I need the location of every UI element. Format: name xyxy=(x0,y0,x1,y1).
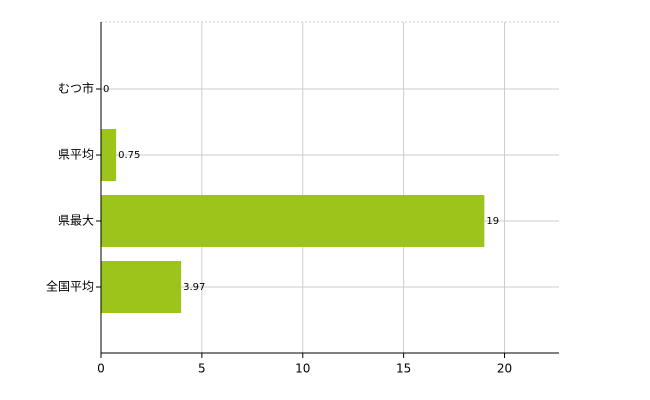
bar xyxy=(101,261,182,313)
y-tick-label: 全国平均 xyxy=(46,279,94,294)
y-tick-label: 県最大 xyxy=(58,214,94,228)
x-tick-label: 5 xyxy=(198,362,206,376)
y-tick-label: むつ市 xyxy=(58,81,94,96)
value-label: 0.75 xyxy=(118,150,140,161)
value-label: 0 xyxy=(103,84,109,95)
x-tick-label: 10 xyxy=(295,362,310,376)
y-tick-label: 県平均 xyxy=(58,148,94,162)
value-label: 3.97 xyxy=(183,282,205,293)
x-tick-label: 15 xyxy=(396,362,411,376)
value-label: 19 xyxy=(486,216,499,227)
x-tick-label: 0 xyxy=(97,362,105,376)
bar xyxy=(101,129,117,181)
x-tick-label: 20 xyxy=(497,362,512,376)
bar xyxy=(101,195,485,247)
